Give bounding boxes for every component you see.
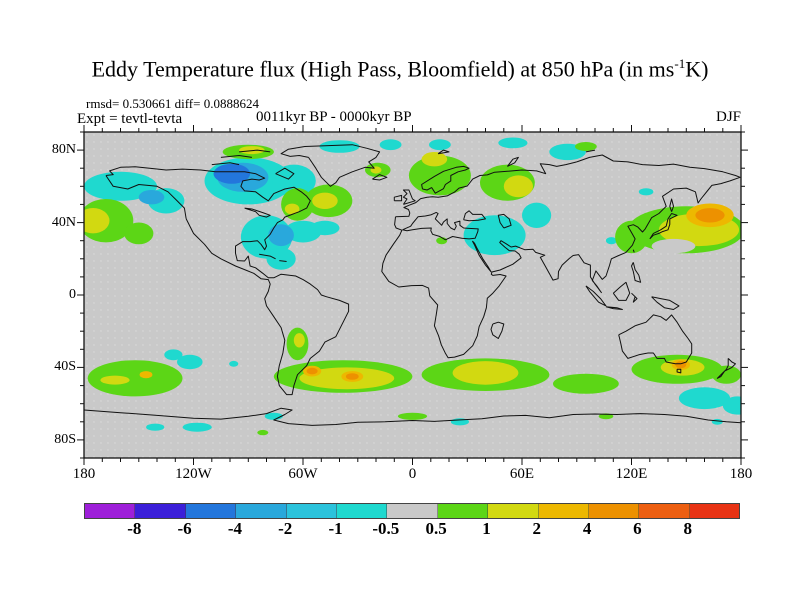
colorbar-boundary-label: -1	[328, 519, 343, 538]
colorbar-boundary-label: 2	[532, 519, 542, 538]
colorbar-segment	[336, 504, 388, 518]
x-tick-label: 180	[729, 466, 753, 482]
colorbar-segment	[135, 504, 186, 518]
colorbar-segment	[236, 504, 287, 518]
colorbar-segment	[185, 504, 237, 518]
chart-title-superscript: -1	[674, 56, 686, 71]
y-tick-label: 80S	[54, 431, 76, 447]
colorbar-boundary-label: 1	[482, 519, 491, 538]
chart-title-units-suffix: K)	[685, 56, 709, 82]
x-tick-label: 60E	[509, 466, 535, 482]
y-tick-label: 0	[69, 287, 76, 302]
map-canvas	[77, 125, 748, 465]
colorbar-boundary-label: -2	[278, 519, 293, 538]
colorbar-segment	[588, 504, 640, 518]
season-label: DJF	[715, 109, 741, 125]
colorbar-boundary-label: -6	[177, 519, 192, 538]
colorbar-segment	[286, 504, 337, 518]
colorbar-boundary-label: -0.5	[372, 519, 400, 538]
x-tick-label: 0	[408, 466, 417, 482]
y-tick-label: 40S	[54, 359, 76, 375]
rmsd-diff-stats: rmsd= 0.530661 diff= 0.0888624	[86, 96, 259, 111]
colorbar-segment	[689, 504, 740, 518]
x-tick-label: 120E	[615, 466, 648, 482]
colorbar-boundary-label: 4	[582, 519, 592, 538]
axis-ticks	[77, 125, 748, 465]
colorbar-segment	[387, 504, 438, 518]
x-tick-label: 180	[72, 466, 96, 482]
colorbar-boundary-label: -8	[127, 519, 142, 538]
coastlines	[84, 144, 741, 426]
colorbar-segment	[85, 504, 136, 518]
y-tick-label: 40N	[51, 214, 76, 230]
x-tick-label: 120W	[175, 466, 212, 482]
colorbar-boundary-label: 8	[683, 519, 692, 538]
colorbar-boundary-label: 0.5	[425, 519, 447, 538]
colorbar-segment	[437, 504, 489, 518]
colorbar-segment	[488, 504, 539, 518]
chart-title: Eddy Temperature flux (High Pass, Bloomf…	[0, 56, 800, 82]
x-tick-label: 60W	[288, 466, 318, 482]
colorbar-segment	[639, 504, 690, 518]
experiment-label: Expt = tevtl-tevta	[77, 111, 183, 127]
colorbar-segment	[538, 504, 589, 518]
map-background	[84, 132, 741, 458]
y-tick-label: 80N	[51, 142, 76, 158]
period-label: 0011kyr BP - 0000kyr BP	[256, 109, 412, 125]
map-frame	[83, 131, 742, 459]
colorbar-boundary-label: -4	[227, 519, 243, 538]
colorbar	[84, 503, 740, 519]
chart-title-text: Eddy Temperature flux (High Pass, Bloomf…	[91, 56, 675, 82]
colorbar-boundary-label: 6	[633, 519, 642, 538]
